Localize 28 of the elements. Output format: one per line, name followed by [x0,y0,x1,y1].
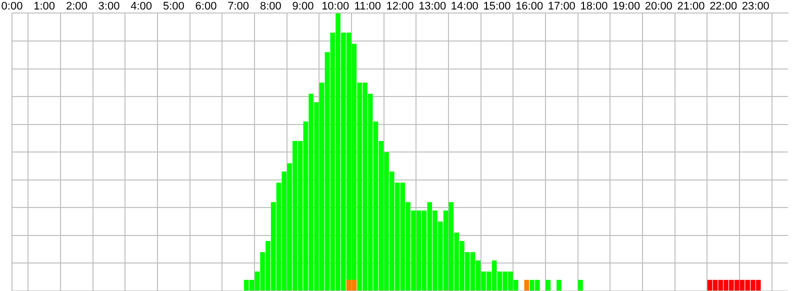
x-tick-label: 6:00 [195,0,217,13]
x-tick-label: 11:00 [354,0,382,13]
x-tick-label: 21:00 [677,0,705,13]
x-tick-label: 2:00 [66,0,88,13]
x-tick-label: 1:00 [34,0,56,13]
x-tick-label: 7:00 [228,0,250,13]
x-tick-label: 19:00 [612,0,640,13]
x-tick-label: 3:00 [98,0,120,13]
x-tick-label: 12:00 [386,0,414,13]
x-tick-label: 0:00 [1,0,23,13]
x-tick-label: 23:00 [742,0,770,13]
x-tick-label: 14:00 [450,0,478,13]
x-tick-label: 18:00 [580,0,608,13]
x-tick-label: 10:00 [322,0,350,13]
x-tick-label: 5:00 [162,0,184,13]
bar [524,280,530,290]
x-tick-label: 16:00 [516,0,544,13]
x-tick-label: 22:00 [710,0,738,13]
x-tick-label: 17:00 [548,0,576,13]
bar [546,280,551,290]
bar [556,280,562,290]
x-tick-label: 9:00 [292,0,314,13]
x-tick-label: 8:00 [260,0,282,13]
x-tick-label: 4:00 [130,0,152,13]
x-tick-label: 15:00 [483,0,511,13]
x-tick-label: 20:00 [644,0,672,13]
x-tick-label: 13:00 [418,0,446,13]
bar [578,280,583,290]
